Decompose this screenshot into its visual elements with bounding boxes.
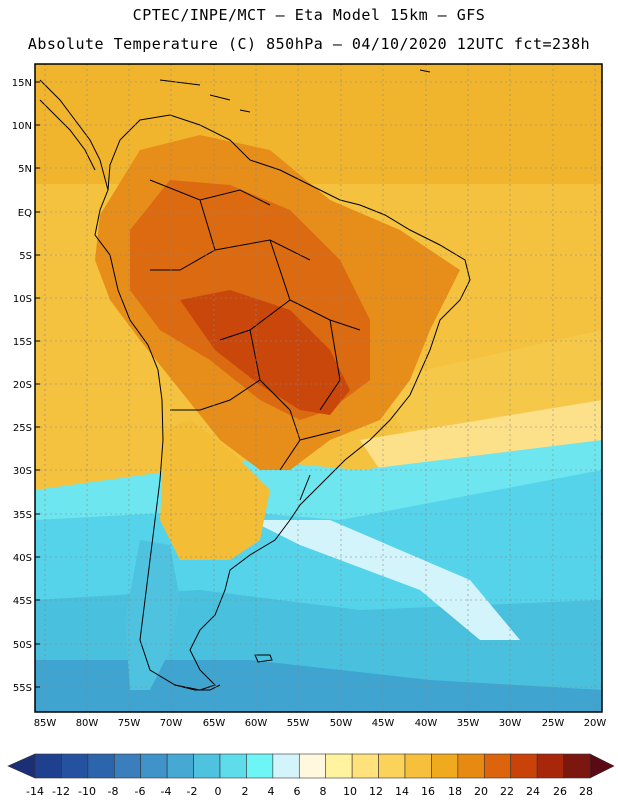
colorbar-swatch: [113, 753, 142, 779]
caribbean-islands: [159, 69, 431, 113]
lon-labels: 85W 80W 75W 70W 65W 60W 55W 50W 45W 40W …: [34, 718, 607, 729]
colorbar-label: 24: [526, 785, 540, 798]
south-america-coast: [94, 114, 471, 691]
colorbar-label: 14: [395, 785, 409, 798]
colorbar-label: 26: [553, 785, 567, 798]
lat-label: 40S: [13, 553, 32, 564]
colorbar-label: -4: [161, 785, 172, 798]
chart-title-line2: Absolute Temperature (C) 850hPa – 04/10/…: [27, 35, 591, 53]
colorbar-label: 10: [343, 785, 357, 798]
colorbar-swatch: [166, 753, 194, 779]
lon-label: 75W: [118, 718, 141, 729]
lat-label: 5S: [19, 251, 32, 262]
lat-label: 10S: [13, 294, 32, 305]
colorbar-swatch: [351, 753, 379, 779]
field-continent-hottest: [180, 290, 350, 415]
colorbar-label: -12: [52, 785, 70, 798]
lon-label: 25W: [542, 718, 565, 729]
colorbar-label: -6: [135, 785, 146, 798]
colorbar-label: -10: [78, 785, 96, 798]
chart-title-line1: CPTEC/INPE/MCT – Eta Model 15km – GFS: [132, 6, 486, 24]
colorbar-swatch: [404, 753, 432, 779]
colorbar-label: -14: [26, 785, 44, 798]
graticule: [35, 64, 602, 712]
lat-label: 50S: [13, 640, 32, 651]
colorbar-swatch: [483, 753, 512, 779]
field-argentina: [160, 420, 270, 560]
colorbar-label: 2: [242, 785, 249, 798]
colorbar-swatch: [325, 753, 353, 779]
colorbar-swatch: [272, 753, 300, 779]
colorbar-swatch: [193, 753, 221, 779]
lon-label: 45W: [372, 718, 395, 729]
central-america-coast: [39, 79, 109, 191]
lat-label: 35S: [13, 510, 32, 521]
lon-label: 65W: [203, 718, 226, 729]
colorbar: [7, 753, 615, 779]
field-pale-stripe: [250, 520, 520, 640]
land-outline: [39, 69, 471, 691]
colorbar-label: 20: [474, 785, 488, 798]
colorbar-swatch: [510, 753, 538, 779]
field-coldest-band: [35, 660, 602, 712]
lon-label: 30W: [499, 718, 522, 729]
lat-label: 10N: [12, 121, 32, 132]
lon-label: 60W: [245, 718, 268, 729]
colorbar-label: 12: [369, 785, 383, 798]
colorbar-swatch: [87, 753, 115, 779]
colorbar-label: 8: [320, 785, 327, 798]
lon-label: 50W: [330, 718, 353, 729]
lat-label: 20S: [13, 380, 32, 391]
colorbar-swatch: [536, 753, 564, 779]
colorbar-labels: -14 -12 -10 -8 -6 -4 -2 0 2 4 6 8 10 12 …: [26, 785, 593, 798]
map-border: [34, 63, 603, 713]
colorbar-label: 0: [215, 785, 222, 798]
colorbar-label: 6: [294, 785, 301, 798]
lat-label: 5N: [18, 164, 32, 175]
lon-label: 85W: [34, 718, 57, 729]
tierra-del-fuego: [174, 684, 221, 691]
colorbar-swatch: [563, 753, 591, 779]
colorbar-label: -8: [108, 785, 119, 798]
lon-label: 40W: [415, 718, 438, 729]
lon-label: 20W: [584, 718, 607, 729]
colorbar-swatch: [34, 753, 62, 779]
lat-labels: 15N 10N 5N EQ 5S 10S 15S 20S 25S 30S 35S…: [12, 78, 32, 694]
lat-label: 25S: [13, 423, 32, 434]
colorbar-label: 16: [421, 785, 435, 798]
colorbar-min-arrow: [7, 753, 36, 779]
lon-label: 80W: [76, 718, 99, 729]
field-patagonia: [125, 540, 180, 690]
lon-label: 70W: [160, 718, 183, 729]
colorbar-label: 22: [500, 785, 514, 798]
colorbar-swatch: [378, 753, 406, 779]
colorbar-swatch: [246, 753, 274, 779]
country-borders: [149, 179, 361, 501]
colorbar-swatch: [457, 753, 485, 779]
lon-label: 35W: [457, 718, 480, 729]
field-north-band: [35, 64, 602, 184]
lon-label: 55W: [287, 718, 310, 729]
lat-label: 55S: [13, 683, 32, 694]
colorbar-label: 4: [268, 785, 275, 798]
colorbar-label: -2: [187, 785, 198, 798]
colorbar-max-arrow: [589, 753, 615, 779]
lat-label: EQ: [18, 208, 32, 219]
colorbar-label: 18: [448, 785, 462, 798]
lat-label: 15S: [13, 337, 32, 348]
colorbar-swatch: [219, 753, 247, 779]
colorbar-swatch: [298, 753, 327, 779]
ticks: [35, 81, 40, 688]
colorbar-swatch: [140, 753, 168, 779]
colorbar-swatch: [61, 753, 89, 779]
colorbar-label: 28: [579, 785, 593, 798]
lat-label: 30S: [13, 466, 32, 477]
colorbar-swatch: [431, 753, 459, 779]
lat-label: 15N: [12, 78, 32, 89]
lat-label: 45S: [13, 596, 32, 607]
falkland-islands: [254, 654, 273, 663]
temperature-field: [35, 64, 602, 712]
